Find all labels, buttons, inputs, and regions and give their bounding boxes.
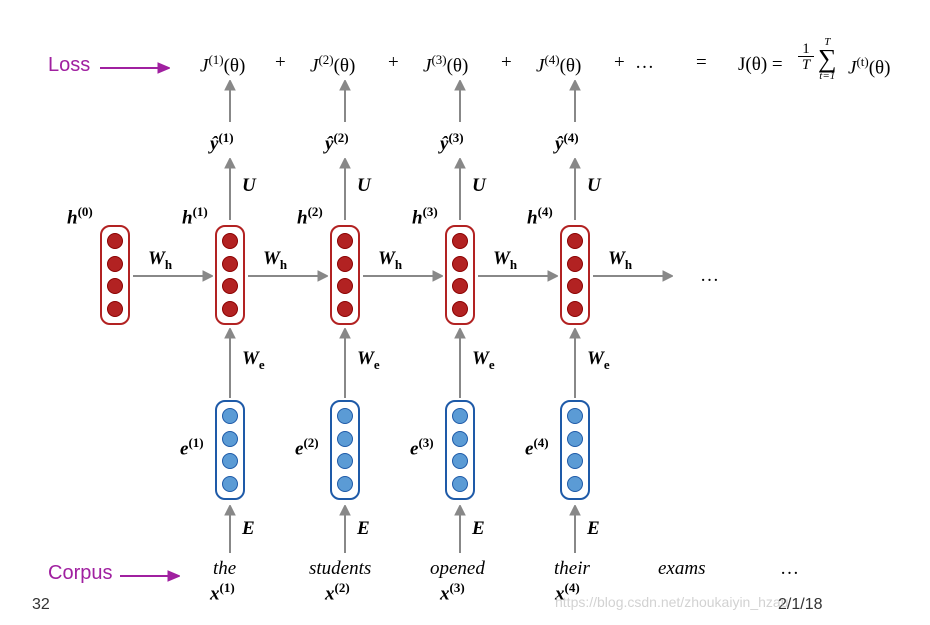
e2-label: e(2) — [295, 435, 319, 460]
watermark: https://blog.csdn.net/zhoukaiyin_hzau — [555, 594, 789, 610]
e4-label: e(4) — [525, 435, 549, 460]
E3: E — [472, 518, 485, 540]
word5: exams — [658, 558, 705, 580]
plus1: + — [275, 52, 286, 74]
word4: their — [554, 558, 590, 580]
arrow-up-icon — [339, 80, 351, 122]
arrow-up-icon — [569, 328, 581, 398]
We1: We — [242, 348, 265, 373]
J3: J(3)(θ) — [423, 52, 468, 77]
U2: U — [357, 175, 371, 197]
h3-box — [445, 225, 475, 325]
dots-loss: … — [635, 52, 654, 74]
slide-number: 32 — [32, 596, 50, 614]
J1: J(1)(θ) — [200, 52, 245, 77]
J4: J(4)(θ) — [536, 52, 581, 77]
yhat1: ŷ(1) — [210, 130, 234, 155]
h0-box — [100, 225, 130, 325]
total-loss-formula: J(θ) = 1 T T ∑ t=1 J(t)(θ) — [738, 42, 918, 82]
arrow-up-icon — [569, 505, 581, 553]
e3-label: e(3) — [410, 435, 434, 460]
arrow-right-icon — [478, 270, 558, 282]
J2: J(2)(θ) — [310, 52, 355, 77]
arrow-up-icon — [454, 328, 466, 398]
loss-label: Loss — [48, 54, 90, 77]
loss-arrow-icon — [100, 62, 170, 74]
x1: x(1) — [210, 580, 235, 605]
yhat3: ŷ(3) — [440, 130, 464, 155]
yhat2: ŷ(2) — [325, 130, 349, 155]
arrow-up-icon — [569, 80, 581, 122]
h4-box — [560, 225, 590, 325]
Wh1: Wh — [148, 248, 172, 273]
E1: E — [242, 518, 255, 540]
rnn-diagram: Loss J(1)(θ) + J(2)(θ) + J(3)(θ) + J(4)(… — [0, 0, 930, 625]
E4: E — [587, 518, 600, 540]
x3: x(3) — [440, 580, 465, 605]
arrow-right-icon — [593, 270, 673, 282]
e2-box — [330, 400, 360, 500]
arrow-up-icon — [454, 158, 466, 220]
Wh4: Wh — [493, 248, 517, 273]
h1-box — [215, 225, 245, 325]
h4-label: h(4) — [527, 204, 553, 229]
plus2: + — [388, 52, 399, 74]
yhat4: ŷ(4) — [555, 130, 579, 155]
arrow-up-icon — [454, 80, 466, 122]
arrow-up-icon — [569, 158, 581, 220]
We4: We — [587, 348, 610, 373]
h2-box — [330, 225, 360, 325]
arrow-up-icon — [454, 505, 466, 553]
e4-box — [560, 400, 590, 500]
We2: We — [357, 348, 380, 373]
dots-h: … — [700, 265, 719, 287]
plus4: + — [614, 52, 625, 74]
e3-box — [445, 400, 475, 500]
E2: E — [357, 518, 370, 540]
arrow-right-icon — [248, 270, 328, 282]
arrow-right-icon — [133, 270, 213, 282]
h0-label: h(0) — [67, 204, 93, 229]
Wh5: Wh — [608, 248, 632, 273]
word2: students — [309, 558, 371, 580]
word3: opened — [430, 558, 485, 580]
Wh2: Wh — [263, 248, 287, 273]
U3: U — [472, 175, 486, 197]
word1: the — [213, 558, 236, 580]
word-dots: … — [780, 558, 799, 580]
arrow-up-icon — [339, 505, 351, 553]
Wh3: Wh — [378, 248, 402, 273]
arrow-up-icon — [224, 505, 236, 553]
x2: x(2) — [325, 580, 350, 605]
h3-label: h(3) — [412, 204, 438, 229]
arrow-up-icon — [224, 158, 236, 220]
arrow-right-icon — [363, 270, 443, 282]
We3: We — [472, 348, 495, 373]
h2-label: h(2) — [297, 204, 323, 229]
arrow-up-icon — [339, 328, 351, 398]
plus3: + — [501, 52, 512, 74]
U4: U — [587, 175, 601, 197]
h1-label: h(1) — [182, 204, 208, 229]
corpus-arrow-icon — [120, 570, 180, 582]
e1-label: e(1) — [180, 435, 204, 460]
e1-box — [215, 400, 245, 500]
corpus-label: Corpus — [48, 562, 112, 585]
arrow-up-icon — [339, 158, 351, 220]
equals: = — [696, 52, 707, 74]
U1: U — [242, 175, 256, 197]
arrow-up-icon — [224, 328, 236, 398]
arrow-up-icon — [224, 80, 236, 122]
